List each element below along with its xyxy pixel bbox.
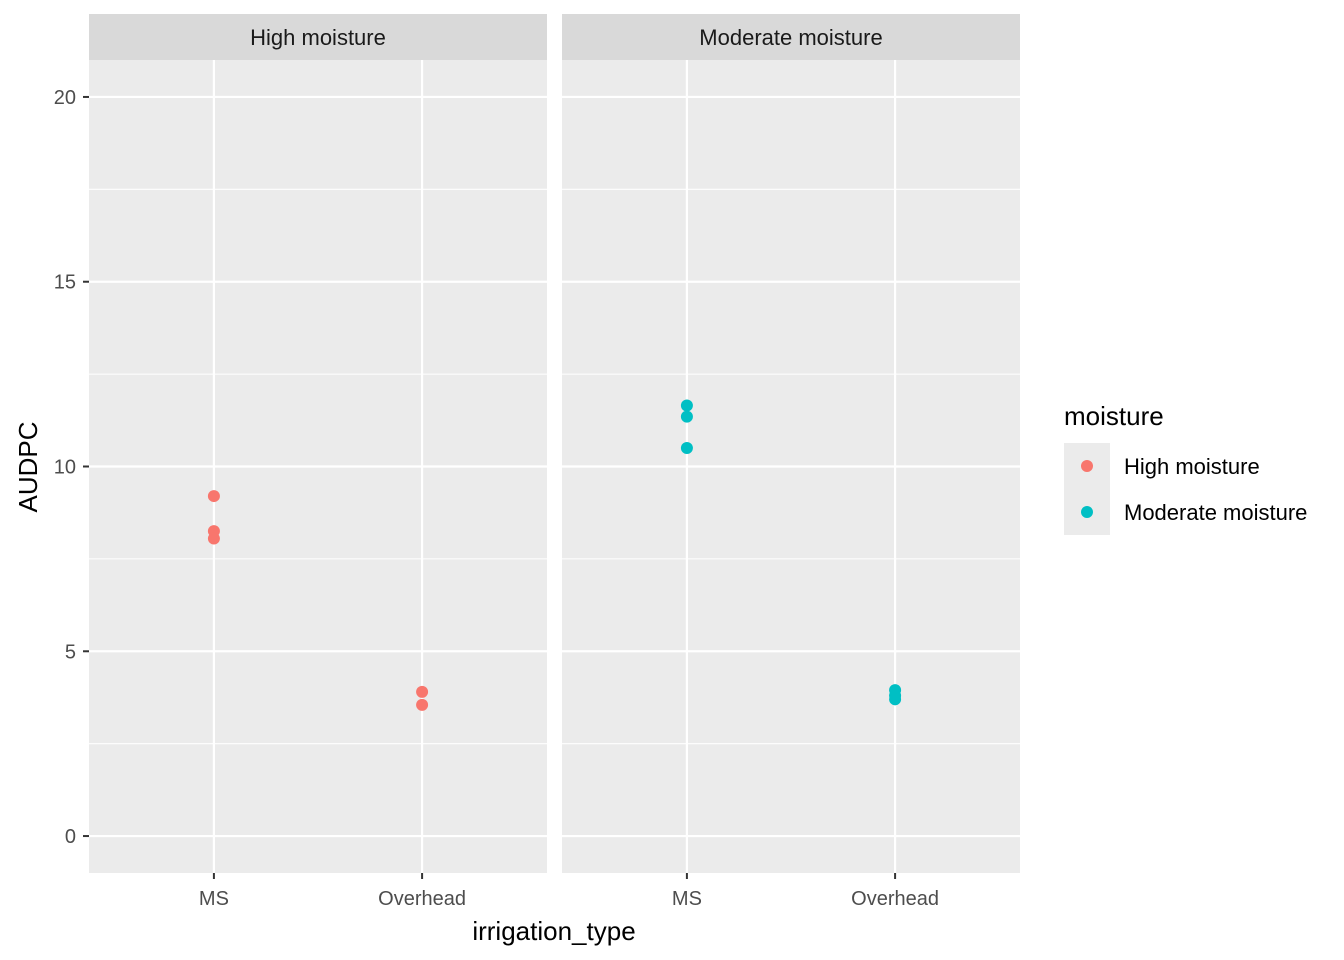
legend-title: moisture <box>1064 401 1164 431</box>
legend-marker <box>1081 460 1093 472</box>
x-tick-label: MS <box>672 888 702 910</box>
data-point <box>207 490 220 503</box>
x-tick-label: Overhead <box>378 888 466 910</box>
data-point <box>207 532 220 545</box>
y-tick-label: 0 <box>65 826 76 848</box>
y-axis: 0 5 10 15 20 <box>54 87 89 848</box>
x-tick-label: Overhead <box>851 888 939 910</box>
data-point <box>416 698 429 711</box>
data-point <box>680 410 693 423</box>
data-point <box>416 685 429 698</box>
legend-label: High moisture <box>1124 454 1260 479</box>
facet-strip <box>89 14 547 60</box>
y-tick-label: 15 <box>54 272 76 294</box>
facet-strip-label: High moisture <box>250 25 386 50</box>
x-tick-label: MS <box>199 888 229 910</box>
facet-strip-label: Moderate moisture <box>699 25 882 50</box>
data-point <box>680 399 693 412</box>
data-point <box>889 693 902 706</box>
facet-panel: Moderate moisture MS Overhead <box>562 14 1020 910</box>
facet-strip <box>562 14 1020 60</box>
x-axis-title: irrigation_type <box>472 916 635 946</box>
y-tick-label: 5 <box>65 641 76 663</box>
y-tick-label: 20 <box>54 87 76 109</box>
data-point <box>680 442 693 455</box>
y-tick-label: 10 <box>54 457 76 479</box>
legend: moisture High moisture Moderate moisture <box>1064 401 1307 535</box>
facet-panel: High moisture MS Overhead <box>89 14 547 910</box>
y-axis-title: AUDPC <box>13 421 43 512</box>
legend-label: Moderate moisture <box>1124 500 1307 525</box>
legend-marker <box>1081 506 1093 518</box>
